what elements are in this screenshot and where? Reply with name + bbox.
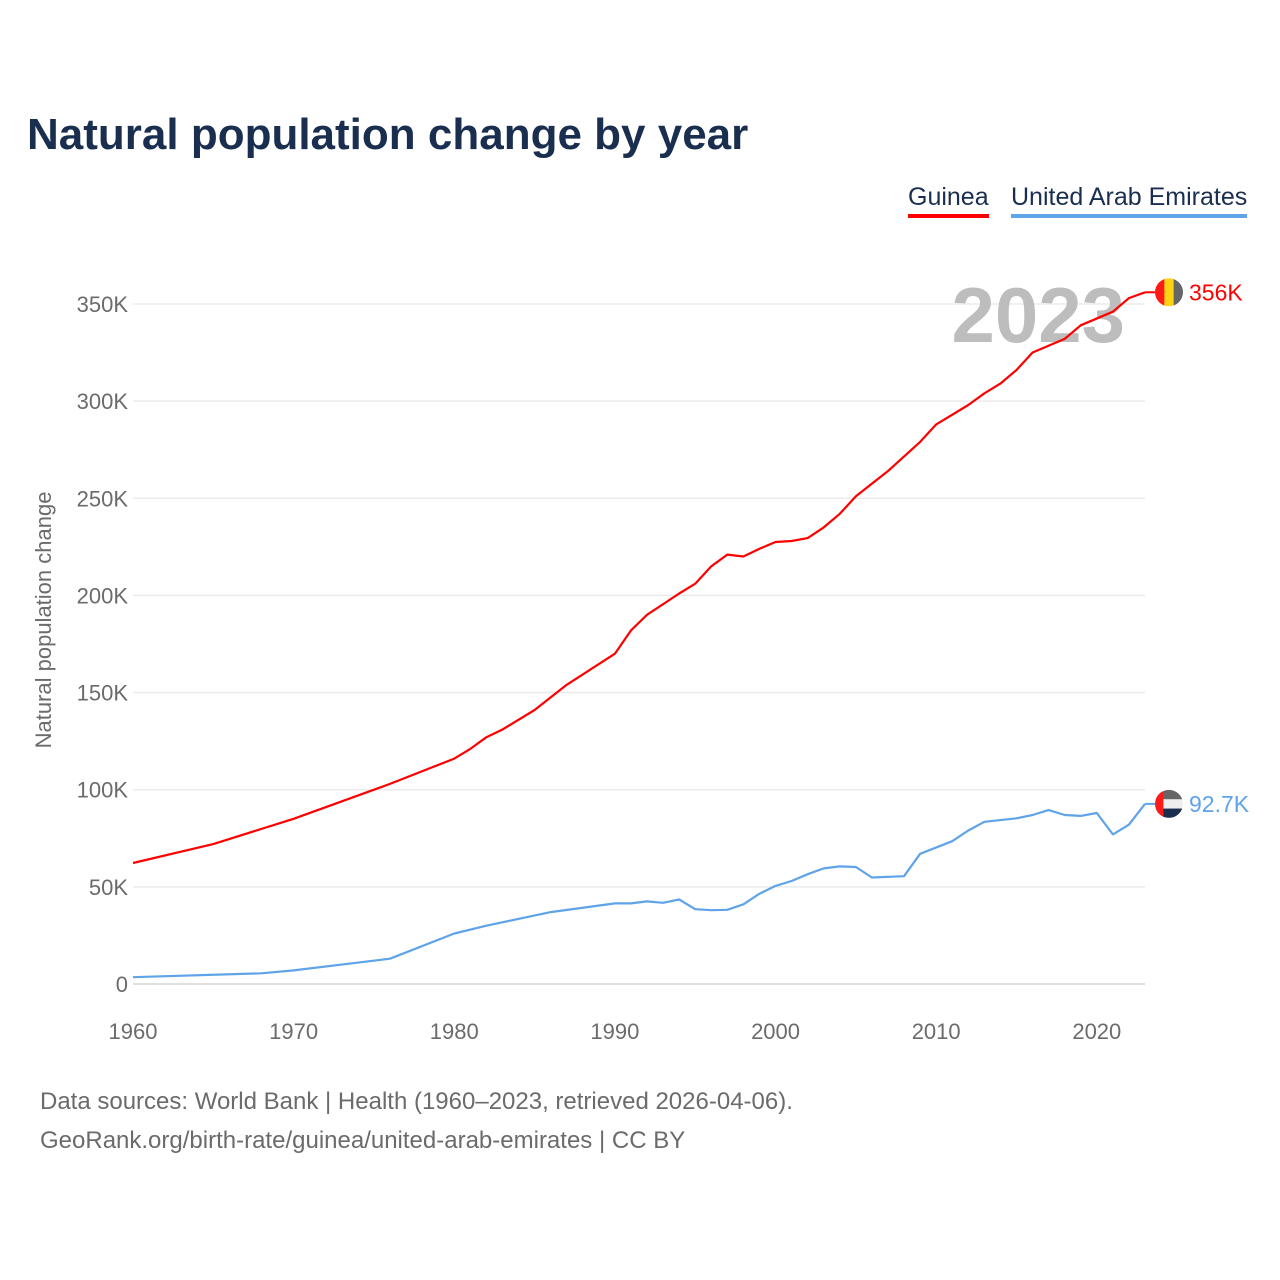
guinea-flag-icon [1155, 278, 1183, 307]
end-value-label: 92.7K [1189, 791, 1250, 817]
y-axis-label: Natural population change [31, 492, 56, 749]
y-tick-label: 300K [77, 389, 129, 414]
y-tick-label: 150K [77, 681, 129, 706]
chart-title: Natural population change by year [27, 110, 749, 159]
x-tick-label: 1980 [430, 1019, 479, 1044]
y-tick-label: 350K [77, 292, 129, 317]
end-value-label: 356K [1189, 279, 1243, 305]
x-tick-label: 2010 [912, 1019, 961, 1044]
legend-item-uae[interactable]: United Arab Emirates [1011, 183, 1248, 218]
x-tick-label: 1970 [269, 1019, 318, 1044]
series-line-uae [132, 803, 1146, 979]
x-tick-label: 1960 [109, 1019, 158, 1044]
y-tick-label: 0 [116, 972, 128, 997]
x-tick-label: 1990 [590, 1019, 639, 1044]
uae-flag-icon [1155, 789, 1183, 818]
x-tick-label: 2020 [1072, 1019, 1121, 1044]
footer-source: Data sources: World Bank | Health (1960–… [40, 1088, 793, 1115]
y-tick-label: 100K [77, 778, 129, 803]
x-tick-label: 2000 [751, 1019, 800, 1044]
legend-item-guinea[interactable]: Guinea [908, 183, 989, 218]
y-tick-label: 250K [77, 486, 129, 511]
series-line-guinea [132, 291, 1146, 865]
footer-link[interactable]: GeoRank.org/birth-rate/guinea/united-ara… [40, 1127, 686, 1154]
y-tick-label: 200K [77, 583, 129, 608]
y-tick-label: 50K [89, 875, 128, 900]
current-year-label: 2023 [951, 271, 1125, 359]
